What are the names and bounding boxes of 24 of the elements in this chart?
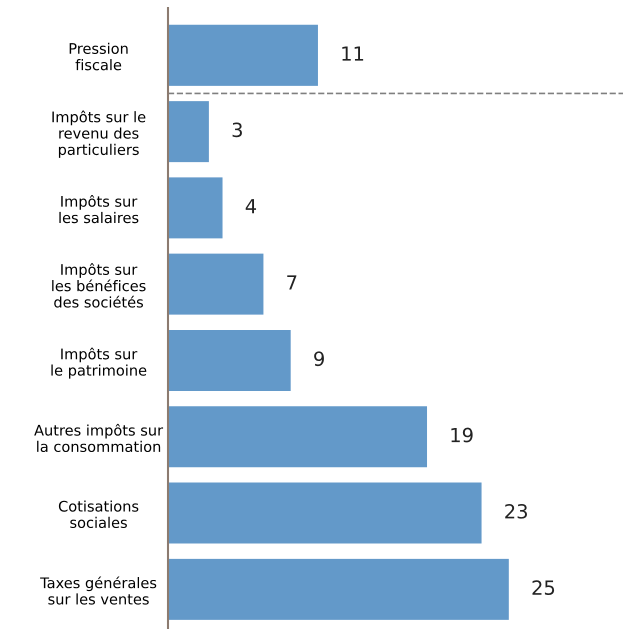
bar	[168, 254, 264, 315]
y-tick-label: Pression fiscale	[70, 42, 128, 70]
y-tick-label: Impôts sur le revenu des particuliers	[52, 110, 146, 158]
bar	[168, 558, 509, 620]
data-label: 7	[287, 275, 296, 290]
bar	[168, 482, 482, 544]
bar	[168, 101, 209, 162]
data-label: 25	[532, 580, 554, 595]
data-label: 23	[505, 504, 527, 519]
data-label: 4	[246, 199, 256, 214]
bar	[168, 24, 318, 86]
data-label: 11	[342, 46, 364, 61]
y-tick-label: Cotisations sociales	[58, 500, 138, 528]
bar	[168, 177, 223, 238]
bar	[168, 330, 291, 391]
y-tick-label: Impôts sur le patrimoine	[51, 348, 146, 379]
y-tick-label: Impôts sur les salaires	[59, 194, 138, 224]
y-tick-label: Autres impôts sur la consommation	[34, 424, 164, 452]
data-label: 19	[451, 428, 473, 442]
bar	[168, 406, 428, 468]
data-label: 3	[232, 122, 242, 138]
y-tick-label: Impôts sur les bénéfices des sociétés	[52, 263, 146, 308]
data-label: 9	[314, 351, 324, 366]
y-tick-label: Taxes générales sur les ventes	[40, 576, 156, 605]
